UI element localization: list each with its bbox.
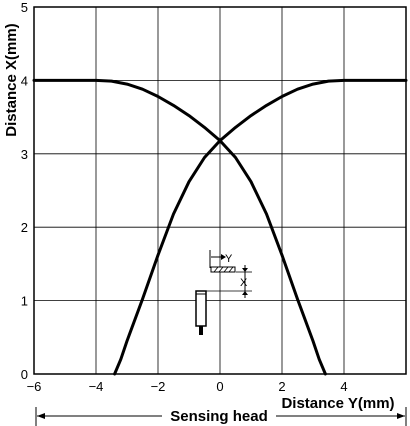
- inset-x-label: X: [240, 277, 248, 289]
- grid-lines: [33, 6, 406, 375]
- inset-arrowhead-icon: [221, 254, 226, 260]
- series-line-1: [32, 78, 327, 376]
- inset-target-hatch: [218, 266, 224, 273]
- x-tick-label: 4: [340, 379, 347, 394]
- inset-x-arrowhead-icon: [242, 291, 248, 295]
- y-tick-label: 4: [21, 73, 28, 88]
- x-tick-label: 0: [216, 379, 223, 394]
- y-tick-label: 1: [21, 294, 28, 309]
- inset-target-hatch: [228, 266, 234, 273]
- footer-label: Sensing head: [170, 408, 268, 425]
- x-tick-label: −6: [27, 379, 42, 394]
- inset-target-hatch: [213, 266, 219, 273]
- inset-x-arrowhead-icon: [242, 268, 248, 272]
- x-tick-label: 2: [278, 379, 285, 394]
- sensing-head-diagram: Y X: [195, 250, 252, 335]
- inset-y-label: Y: [225, 253, 233, 265]
- y-tick-label: 2: [21, 220, 28, 235]
- plot-border: [33, 6, 407, 375]
- y-tick-labels: 0 1 2 3 4 5: [21, 0, 28, 382]
- x-tick-label: −2: [151, 379, 166, 394]
- series-layer: [32, 78, 408, 376]
- x-tick-labels: −6 −4 −2 0 2 4: [27, 379, 348, 394]
- x-tick-label: −4: [89, 379, 104, 394]
- y-tick-label: 3: [21, 147, 28, 162]
- y-tick-label: 0: [21, 367, 28, 382]
- inset-target-hatch: [223, 266, 229, 273]
- y-tick-label: 5: [21, 0, 28, 15]
- sensor-cable-icon: [199, 326, 203, 335]
- footer-right-arrowhead-icon: [397, 413, 405, 419]
- footer-left-arrowhead-icon: [37, 413, 45, 419]
- y-axis-title: Distance X(mm): [3, 23, 20, 136]
- sensing-head-width-indicator: Sensing head: [35, 407, 407, 426]
- plot-frame: [33, 6, 407, 375]
- sensor-head-icon: [195, 290, 207, 327]
- series-line-2: [113, 78, 408, 376]
- x-axis-title: Distance Y(mm): [281, 395, 394, 412]
